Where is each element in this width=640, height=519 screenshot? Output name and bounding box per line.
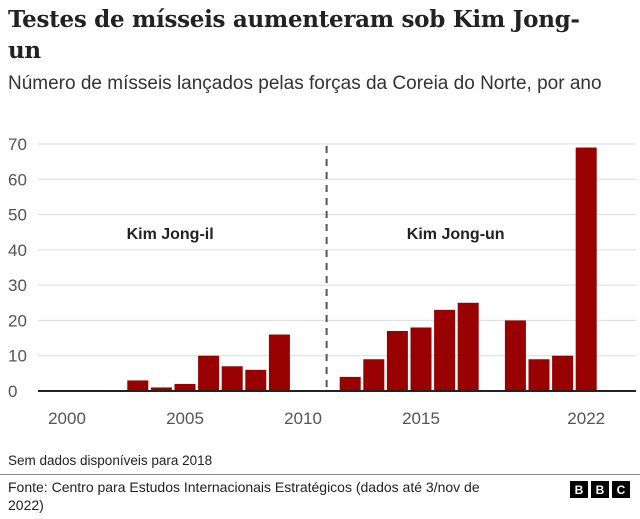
- x-tick-label: 2005: [166, 409, 204, 428]
- y-tick-label: 50: [8, 206, 27, 225]
- bar-2016: [434, 309, 456, 391]
- bar-2019: [504, 320, 526, 391]
- footer-divider: [0, 474, 640, 475]
- note: Sem dados disponíveis para 2018: [8, 453, 213, 468]
- y-tick-label: 60: [8, 170, 27, 189]
- bar-2012: [339, 376, 361, 391]
- x-tick-label: 2022: [567, 409, 605, 428]
- chart-title: Testes de mísseis aumenteram sob Kim Jon…: [8, 6, 580, 64]
- bar-2015: [410, 327, 432, 391]
- source: Fonte: Centro para Estudos Internacionai…: [8, 479, 480, 513]
- bar-2022: [575, 147, 597, 391]
- y-tick-label: 0: [8, 382, 17, 401]
- bar-2003: [127, 380, 149, 391]
- bar-2005: [174, 383, 196, 391]
- bar-2013: [363, 359, 385, 391]
- chart-subtitle: Número de mísseis lançados pelas forças …: [8, 73, 602, 94]
- y-tick-label: 70: [8, 135, 27, 154]
- x-tick-label: 2015: [402, 409, 440, 428]
- bar-2009: [268, 334, 290, 391]
- bar-2014: [386, 331, 408, 391]
- y-tick-label: 10: [8, 347, 27, 366]
- x-tick-label: 2000: [48, 409, 86, 428]
- bbc-logo-c: C: [612, 481, 630, 498]
- bbc-logo: B B C: [570, 481, 630, 498]
- bar-2017: [457, 302, 479, 391]
- bar-2006: [198, 355, 220, 391]
- bar-2007: [221, 366, 243, 391]
- y-tick-label: 40: [8, 241, 27, 260]
- bar-2020: [528, 359, 550, 391]
- bbc-logo-b1: B: [570, 481, 588, 498]
- y-tick-label: 20: [8, 311, 27, 330]
- era-label: Kim Jong-un: [407, 226, 505, 243]
- x-tick-label: 2010: [284, 409, 322, 428]
- bar-2021: [552, 355, 574, 391]
- bbc-logo-b2: B: [591, 481, 609, 498]
- era-label: Kim Jong-il: [127, 226, 214, 243]
- bar-2004: [150, 387, 172, 391]
- y-tick-label: 30: [8, 276, 27, 295]
- bar-2008: [245, 369, 267, 391]
